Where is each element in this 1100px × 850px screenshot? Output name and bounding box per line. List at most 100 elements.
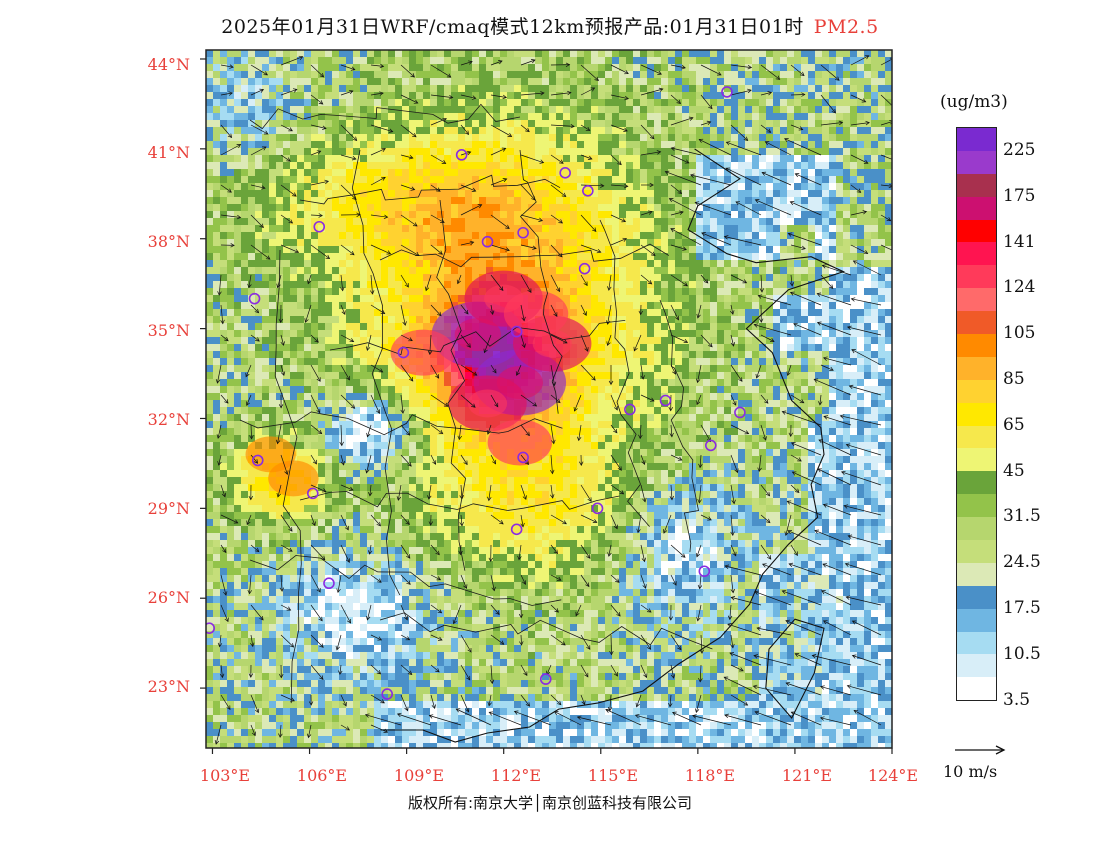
field-cell [612,288,620,296]
field-cell [787,253,795,261]
field-cell [864,225,872,233]
field-cell [759,386,767,394]
field-cell [850,260,858,268]
field-cell [248,337,256,345]
field-cell [416,162,424,170]
field-cell [241,225,249,233]
field-cell [276,134,284,142]
field-cell [710,351,718,359]
field-cell [234,260,242,268]
field-cell [465,169,473,177]
field-cell [647,169,655,177]
field-cell [689,288,697,296]
field-cell [668,386,676,394]
field-cell [857,127,865,135]
field-cell [696,365,704,373]
field-cell [696,351,704,359]
field-cell [234,148,242,156]
field-cell [766,281,774,289]
field-cell [822,379,830,387]
field-cell [346,85,354,93]
field-cell [213,64,221,72]
field-cell [507,85,515,93]
field-cell [857,260,865,268]
field-cell [283,288,291,296]
field-cell [766,64,774,72]
field-cell [682,106,690,114]
field-cell [668,344,676,352]
field-cell [332,351,340,359]
field-cell [528,211,536,219]
field-cell [388,379,396,387]
field-cell [290,197,298,205]
field-cell [269,253,277,261]
field-cell [234,155,242,163]
field-cell [682,176,690,184]
field-cell [612,218,620,226]
field-cell [472,92,480,100]
field-cell [346,134,354,142]
field-cell [521,120,529,128]
field-cell [745,400,753,408]
field-cell [269,183,277,191]
field-cell [220,155,228,163]
field-cell [262,190,270,198]
field-cell [556,71,564,79]
field-cell [395,106,403,114]
field-cell [304,71,312,79]
field-cell [668,183,676,191]
field-cell [808,183,816,191]
field-cell [458,127,466,135]
field-cell [780,197,788,205]
field-cell [248,379,256,387]
field-cell [605,120,613,128]
field-cell [262,99,270,107]
field-cell [759,365,767,373]
field-cell [584,309,592,317]
field-cell [395,302,403,310]
field-cell [283,281,291,289]
field-cell [752,225,760,233]
field-cell [668,400,676,408]
field-cell [318,344,326,352]
field-cell [878,302,886,310]
field-cell [269,337,277,345]
field-cell [297,169,305,177]
field-cell [220,57,228,65]
field-cell [290,169,298,177]
field-cell [542,99,550,107]
field-cell [766,330,774,338]
field-cell [549,113,557,121]
field-cell [836,148,844,156]
field-cell [542,183,550,191]
field-cell [689,309,697,317]
field-cell [381,344,389,352]
field-cell [619,78,627,86]
field-cell [388,113,396,121]
field-cell [675,85,683,93]
field-cell [416,281,424,289]
field-cell [752,386,760,394]
field-cell [521,197,529,205]
field-cell [255,239,263,247]
field-cell [262,169,270,177]
field-cell [626,323,634,331]
field-cell [843,295,851,303]
field-cell [479,127,487,135]
field-cell [591,134,599,142]
field-cell [843,386,851,394]
field-cell [759,197,767,205]
field-cell [738,85,746,93]
field-cell [738,330,746,338]
field-cell [444,393,452,401]
field-cell [843,71,851,79]
field-cell [829,225,837,233]
field-cell [675,120,683,128]
field-cell [549,71,557,79]
field-cell [794,50,802,58]
field-cell [626,281,634,289]
field-cell [787,393,795,401]
field-cell [794,267,802,275]
field-cell [850,309,858,317]
field-cell [633,218,641,226]
